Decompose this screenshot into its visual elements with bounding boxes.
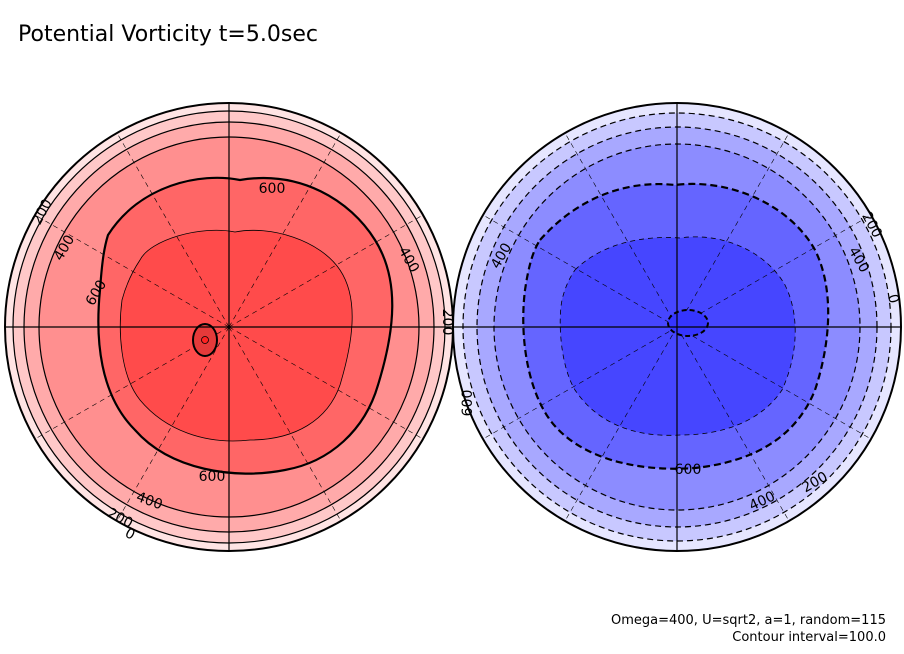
north-contour-labels: 600 600 600 400 400 400 200 200 200 0 [29, 181, 455, 544]
south-contour-label: 600 [460, 390, 476, 417]
south-contour-label: 600 [675, 462, 702, 478]
south-pv-minimum [667, 309, 709, 337]
south-hemisphere-panel: 600 600 400 400 400 200 200 0 [452, 102, 902, 552]
footer: Omega=400, U=sqrt2, a=1, random=115 Cont… [611, 612, 886, 646]
parameters-text: Omega=400, U=sqrt2, a=1, random=115 [610, 613, 886, 628]
south-contour-700 [559, 236, 796, 436]
north-contour-label: 200 [439, 309, 455, 336]
contour-interval-text: Contour interval=100.0 [732, 630, 886, 645]
plot-title: Potential Vorticity t=5.0sec [18, 22, 318, 47]
north-hemisphere-panel: 600 600 600 400 400 400 200 200 200 0 [4, 102, 455, 552]
north-contour-label: 600 [199, 469, 226, 485]
north-contour-700 [119, 229, 353, 442]
south-contour-label: 0 [884, 293, 902, 306]
north-contour-label: 600 [259, 181, 286, 197]
